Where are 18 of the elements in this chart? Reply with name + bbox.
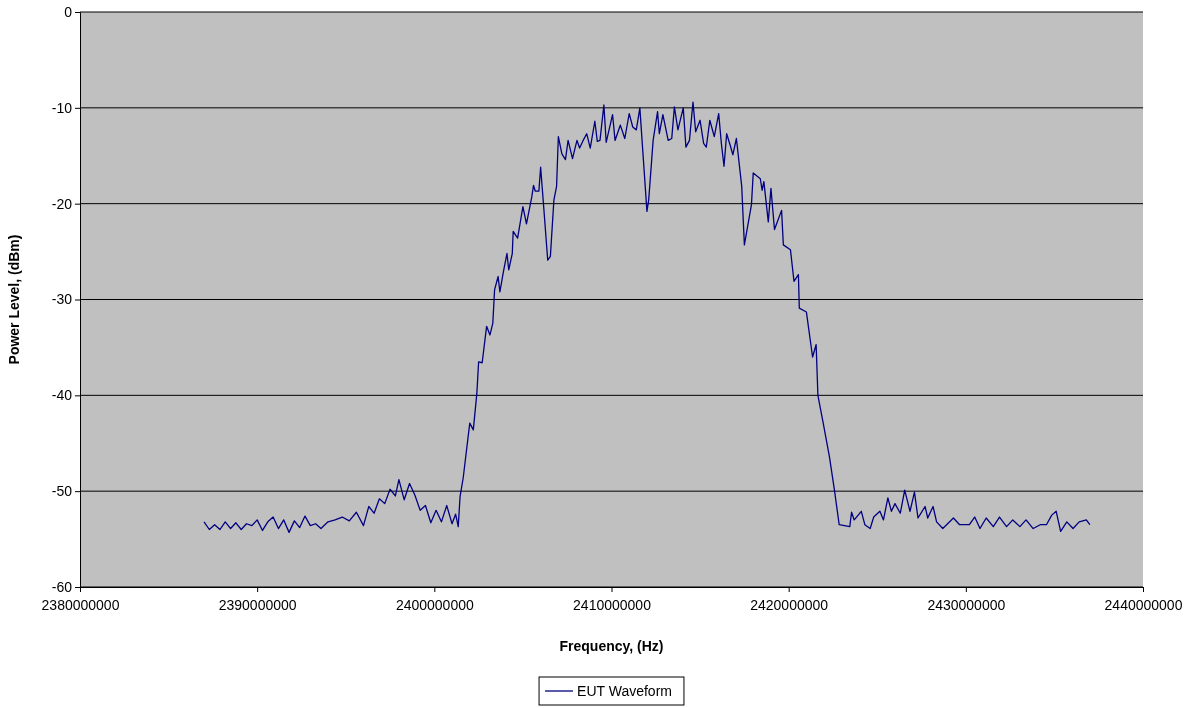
y-tick-label: -60	[51, 578, 73, 595]
x-tick-label: 2380000000	[41, 597, 120, 614]
y-tick-label: -10	[51, 99, 73, 116]
y-tick-label: -30	[51, 291, 73, 308]
legend-label: EUT Waveform	[577, 683, 672, 699]
y-tick-label: -20	[51, 195, 73, 212]
x-tick-label: 2420000000	[750, 597, 829, 614]
x-axis-title: Frequency, (Hz)	[559, 638, 664, 654]
x-tick-label: 2440000000	[1104, 597, 1183, 614]
y-tick-label: 0	[64, 3, 73, 20]
line-series	[203, 101, 1091, 534]
y-tick-label: -40	[51, 387, 73, 404]
x-tick-label: 2410000000	[573, 597, 652, 614]
x-tick-label: 2430000000	[927, 597, 1006, 614]
y-tick-label: -50	[51, 483, 73, 500]
y-axis-title: Power Level, (dBm)	[6, 234, 22, 365]
x-tick-label: 2390000000	[218, 597, 297, 614]
x-tick-label: 2400000000	[395, 597, 474, 614]
